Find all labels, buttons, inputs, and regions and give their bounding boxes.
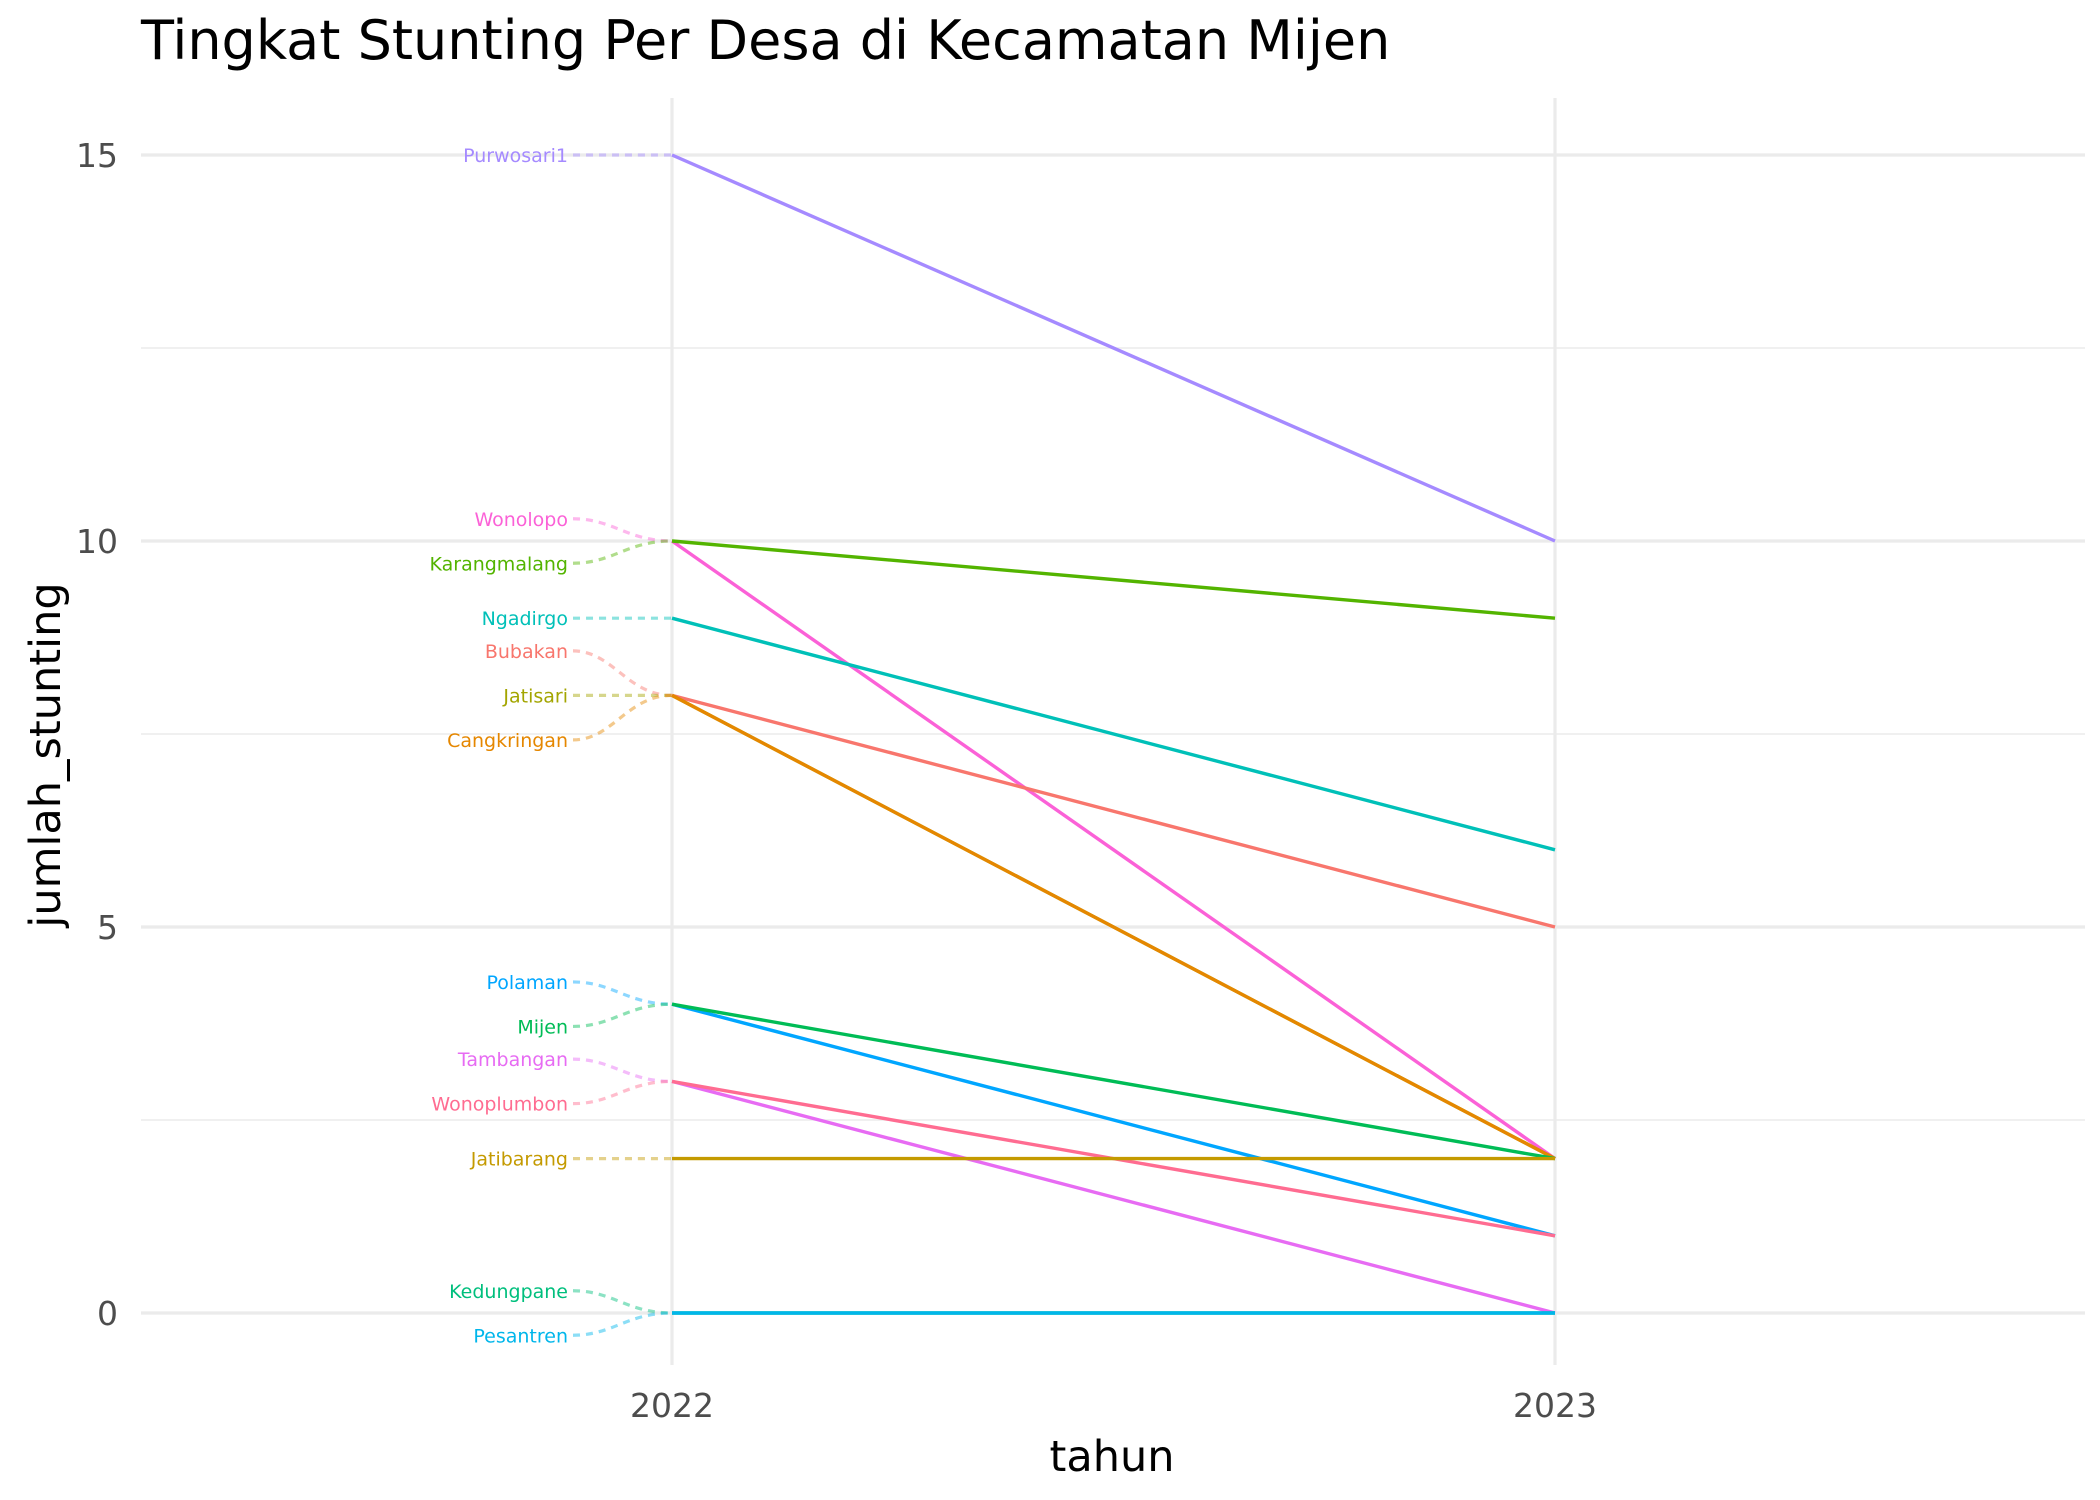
x-tick-label: 2022	[630, 1386, 714, 1425]
label-connectors	[572, 153, 673, 1337]
label-connector-wonolopo	[572, 517, 673, 543]
label-connector-karangmalang	[572, 539, 673, 565]
series-label-mijen: Mijen	[517, 1016, 568, 1038]
label-connector-kedungpane	[572, 1289, 673, 1315]
label-connector-bubakan	[572, 649, 673, 697]
y-tick-label: 5	[97, 908, 118, 947]
series-line-bubakan	[671, 693, 1556, 929]
label-connector-polaman	[572, 980, 673, 1006]
x-tick-label: 2023	[1513, 1386, 1597, 1425]
x-axis-title: tahun	[1050, 1432, 1175, 1482]
label-connector-mijen	[572, 1002, 673, 1029]
series-label-jatibarang: Jatibarang	[470, 1149, 568, 1171]
y-tick-label: 15	[76, 136, 118, 175]
y-axis-title: jumlah_stunting	[21, 582, 71, 928]
series-line-mijen	[671, 1002, 1556, 1161]
grid	[141, 98, 2085, 1365]
y-tick-label: 0	[97, 1294, 118, 1333]
series-label-polaman: Polaman	[486, 972, 568, 994]
series-label-jatisari: Jatisari	[502, 685, 568, 707]
label-connector-pesantren	[572, 1311, 673, 1337]
series-label-purwosari1: Purwosari1	[463, 145, 568, 167]
series-label-kedungpane: Kedungpane	[449, 1281, 568, 1303]
series-label-cangkringan: Cangkringan	[447, 730, 568, 752]
y-tick-labels: 0 5 10 15	[76, 136, 118, 1333]
series-line-karangmalang	[671, 539, 1556, 620]
series-label-tambangan: Tambangan	[457, 1049, 568, 1071]
series-line-polaman	[671, 1002, 1556, 1238]
series-line-wonolopo	[671, 539, 1556, 1160]
series-labels: Purwosari1 Wonolopo Karangmalang Ngadirgo Bu…	[429, 145, 568, 1347]
chart-title: Tingkat Stunting Per Desa di Kecamatan M…	[140, 9, 1390, 72]
series-label-ngadirgo: Ngadirgo	[482, 608, 568, 630]
series-lines	[671, 153, 1556, 1315]
series-line-ngadirgo	[671, 616, 1556, 852]
series-label-bubakan: Bubakan	[485, 641, 568, 663]
series-line-cangkringan	[671, 693, 1556, 1161]
series-line-purwosari1	[671, 153, 1556, 543]
x-tick-labels: 2022 2023	[630, 1386, 1597, 1425]
label-connector-wonoplumbon	[572, 1079, 673, 1106]
series-line-tambangan	[671, 1079, 1556, 1315]
label-connector-tambangan	[572, 1057, 673, 1083]
y-tick-label: 10	[76, 522, 118, 561]
label-connector-cangkringan	[572, 693, 673, 742]
series-label-wonolopo: Wonolopo	[474, 509, 568, 531]
series-label-karangmalang: Karangmalang	[429, 553, 568, 575]
series-label-pesantren: Pesantren	[473, 1325, 568, 1347]
series-label-wonoplumbon: Wonoplumbon	[431, 1094, 568, 1116]
